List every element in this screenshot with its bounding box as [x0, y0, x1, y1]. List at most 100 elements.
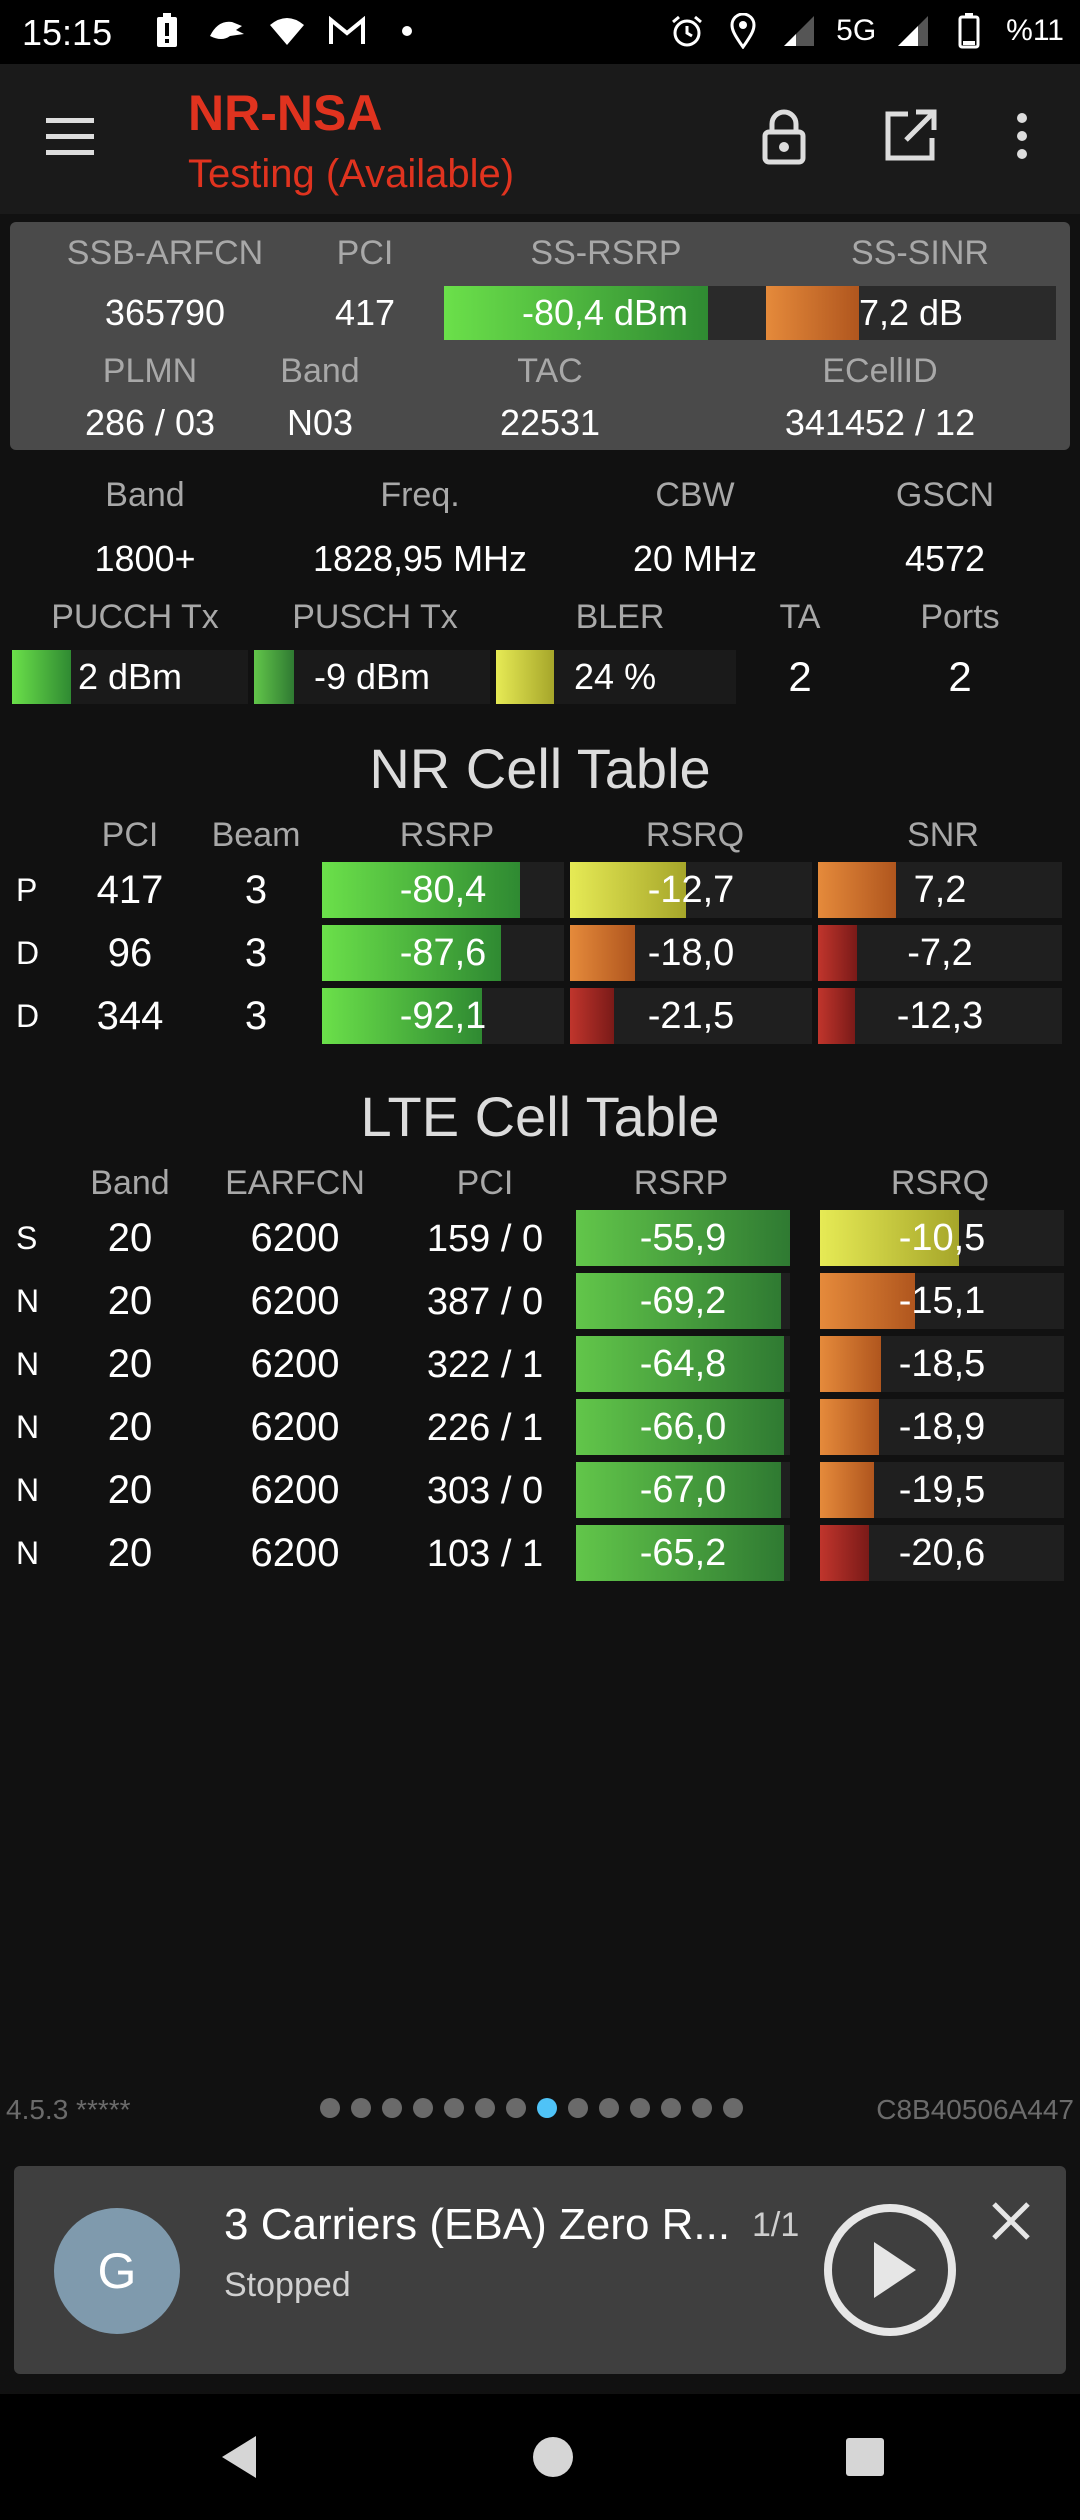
back-icon[interactable]: [214, 2432, 264, 2482]
lte-row-rsrp-value: -67,0: [639, 1469, 727, 1511]
cbw-label: CBW: [655, 476, 735, 514]
battery-percent: %11: [1006, 14, 1064, 47]
lte-row-pci: 322 / 1: [426, 1344, 544, 1386]
lte-row-band: 20: [107, 1531, 153, 1575]
page-dot[interactable]: [599, 2098, 619, 2118]
lte-row-rsrq-value: -18,9: [898, 1406, 986, 1448]
open-external-icon[interactable]: [878, 104, 942, 168]
lte-header-band: Band: [90, 1164, 170, 1202]
cbw-value: 20 MHz: [632, 538, 758, 579]
nr-header-rsrp: RSRP: [399, 816, 495, 854]
lte-row-pci: 303 / 0: [426, 1470, 544, 1512]
nr-row-beam: 3: [244, 931, 268, 975]
lte-row-pci: 226 / 1: [426, 1407, 544, 1449]
lte-row-rsrq-fill: [820, 1399, 879, 1455]
notification-title: 3 Carriers (EBA) Zero R...: [224, 2200, 731, 2249]
lte-row-earfcn: 6200: [250, 1405, 340, 1449]
more-options-icon[interactable]: [990, 104, 1054, 168]
page-indicator[interactable]: [320, 2098, 743, 2118]
nr-row-rsrq-fill: [570, 862, 687, 918]
menu-icon[interactable]: [40, 112, 100, 162]
lte-row-rsrp-fill: [576, 1525, 784, 1581]
alarm-icon: [668, 12, 706, 50]
recents-icon[interactable]: [840, 2432, 890, 2482]
play-button[interactable]: [822, 2202, 958, 2338]
close-button[interactable]: [986, 2196, 1036, 2246]
page-dot[interactable]: [630, 2098, 650, 2118]
lte-row-type: N: [16, 1535, 40, 1571]
nr-header-beam: Beam: [211, 816, 301, 854]
close-icon: [992, 2202, 1030, 2240]
lte-row-rsrp-bar: -65,2: [576, 1525, 790, 1581]
nr-row-rsrp-bar: -92,1: [322, 988, 564, 1044]
ss-sinr-fill: [766, 286, 859, 340]
playback-notification[interactable]: G 3 Carriers (EBA) Zero R... 1/1 Stopped: [14, 2166, 1066, 2374]
lte-row-type: N: [16, 1346, 40, 1382]
lte-row-band: 20: [107, 1279, 153, 1323]
navigation-bar: [0, 2394, 1080, 2520]
nr-row-rsrq-value: -21,5: [647, 995, 735, 1037]
nr-row-rsrp-value: -87,6: [399, 932, 487, 974]
pci-label: PCI: [336, 234, 394, 272]
plmn-label: PLMN: [102, 352, 198, 390]
page-dot[interactable]: [723, 2098, 743, 2118]
lte-row-band: 20: [107, 1342, 153, 1386]
nr-row-rsrq-fill: [570, 925, 636, 981]
page-dot[interactable]: [537, 2098, 557, 2118]
page-dot[interactable]: [382, 2098, 402, 2118]
pucch-bar: 2 dBm: [12, 650, 248, 704]
pucch-label: PUCCH Tx: [51, 598, 219, 636]
notification-count: 1/1: [752, 2206, 800, 2244]
location-icon: [724, 12, 762, 50]
home-icon[interactable]: [528, 2432, 578, 2482]
band-value: N03: [286, 402, 354, 443]
ta-label: TA: [779, 598, 821, 636]
lte-row-rsrq-fill: [820, 1525, 869, 1581]
lte-header-rsrp: RSRP: [633, 1164, 729, 1202]
device-id: C8B40506A447: [876, 2094, 1074, 2125]
ss-sinr-value: 7,2 dB: [858, 292, 964, 333]
nr-header-snr: SNR: [907, 816, 979, 854]
lte-row-rsrp-value: -65,2: [639, 1532, 727, 1574]
page-dot[interactable]: [320, 2098, 340, 2118]
page-subtitle: Testing (Available): [188, 152, 515, 196]
lte-row-rsrp-value: -66,0: [639, 1406, 727, 1448]
radio-band-label: Band: [105, 476, 185, 514]
page-dot[interactable]: [661, 2098, 681, 2118]
nr-row-rsrp-value: -80,4: [399, 869, 487, 911]
lte-row-earfcn: 6200: [250, 1342, 340, 1386]
ta-value: 2: [788, 653, 812, 700]
play-icon: [824, 2204, 956, 2336]
page-dot[interactable]: [475, 2098, 495, 2118]
page-dot[interactable]: [413, 2098, 433, 2118]
lte-header-earfcn: EARFCN: [225, 1164, 365, 1202]
tac-value: 22531: [499, 402, 601, 443]
nr-row-snr-bar: -12,3: [818, 988, 1062, 1044]
tac-label: TAC: [517, 352, 583, 390]
dot-icon: [388, 12, 426, 50]
lte-row-rsrp-fill: [576, 1273, 782, 1329]
lte-row-rsrp-value: -55,9: [639, 1217, 727, 1259]
ss-rsrp-bar: -80,4 dBm: [444, 286, 766, 340]
pucch-fill: [12, 650, 71, 704]
ports-label: Ports: [920, 598, 1000, 636]
nr-row-beam: 3: [244, 868, 268, 912]
ssb-arfcn-label: SSB-ARFCN: [66, 234, 264, 272]
page-dot[interactable]: [351, 2098, 371, 2118]
gscn-label: GSCN: [895, 476, 995, 514]
bler-text: 24 %: [496, 650, 736, 704]
lte-row-rsrp-bar: -66,0: [576, 1399, 790, 1455]
page-dot[interactable]: [444, 2098, 464, 2118]
page-dot[interactable]: [568, 2098, 588, 2118]
lte-header-rsrq: RSRQ: [890, 1164, 990, 1202]
lte-row-pci: 387 / 0: [426, 1281, 544, 1323]
bler-fill: [496, 650, 554, 704]
page-dot[interactable]: [692, 2098, 712, 2118]
page-dot[interactable]: [506, 2098, 526, 2118]
nr-row-type: D: [16, 935, 40, 971]
app-icon: [208, 12, 246, 50]
nr-row-snr-value: -12,3: [896, 995, 984, 1037]
nr-row-snr-value: -7,2: [907, 932, 973, 974]
pusch-bar: -9 dBm: [254, 650, 490, 704]
lock-icon[interactable]: [752, 104, 816, 168]
